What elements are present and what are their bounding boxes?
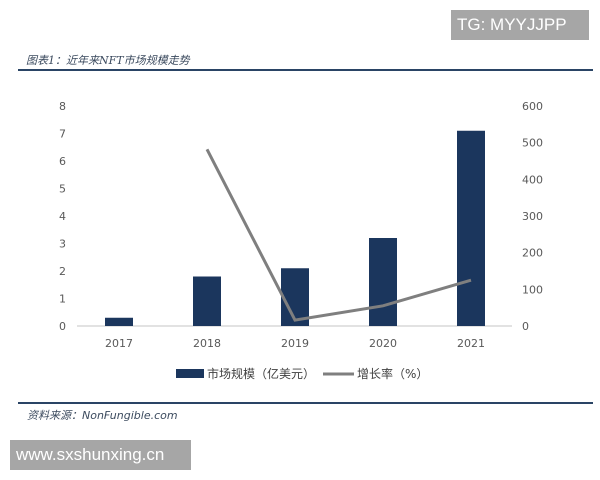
source-note: 资料来源：NonFungible.com — [27, 409, 178, 422]
watermark-top: TG: MYYJJPP — [451, 10, 589, 40]
right-tick-label: 200 — [522, 247, 543, 260]
left-tick-label: 7 — [59, 128, 66, 141]
legend-bar-swatch — [176, 369, 204, 378]
x-tick-label: 2017 — [105, 337, 133, 350]
figure-title: 图表1：近年来NFT市场规模走势 — [26, 54, 190, 67]
watermark-bottom: www.sxshunxing.cn — [10, 440, 191, 470]
left-tick-label: 4 — [59, 210, 66, 223]
x-tick-label: 2019 — [281, 337, 309, 350]
bar-2017 — [105, 317, 133, 326]
left-axis-ticks: 0 1 2 3 4 5 6 7 8 — [59, 100, 66, 333]
bar-2021 — [457, 130, 485, 326]
left-tick-label: 3 — [59, 238, 66, 251]
right-tick-label: 400 — [522, 173, 543, 186]
x-tick-label: 2020 — [369, 337, 397, 350]
left-tick-label: 1 — [59, 293, 66, 306]
left-tick-label: 0 — [59, 320, 66, 333]
bar-2018 — [193, 276, 221, 326]
bar-series — [105, 130, 485, 326]
bar-2020 — [369, 238, 397, 326]
left-tick-label: 2 — [59, 265, 66, 278]
legend: 市场规模（亿美元） 增长率（%） — [176, 366, 428, 381]
x-axis-ticks: 2017 2018 2019 2020 2021 — [105, 337, 485, 350]
right-tick-label: 500 — [522, 137, 543, 150]
left-tick-label: 5 — [59, 183, 66, 196]
x-tick-label: 2021 — [457, 337, 485, 350]
growth-line-series — [205, 148, 472, 322]
left-tick-label: 8 — [59, 100, 66, 113]
right-tick-label: 0 — [522, 320, 529, 333]
legend-bar-label: 市场规模（亿美元） — [207, 366, 315, 381]
right-axis-ticks: 0 100 200 300 400 500 600 — [522, 100, 543, 333]
right-tick-label: 600 — [522, 100, 543, 113]
right-tick-label: 300 — [522, 210, 543, 223]
legend-line-label: 增长率（%） — [357, 366, 428, 381]
right-tick-label: 100 — [522, 283, 543, 296]
source-divider — [18, 402, 593, 404]
left-tick-label: 6 — [59, 155, 66, 168]
title-divider — [18, 69, 593, 71]
bar-2019 — [281, 268, 309, 326]
x-tick-label: 2018 — [193, 337, 221, 350]
